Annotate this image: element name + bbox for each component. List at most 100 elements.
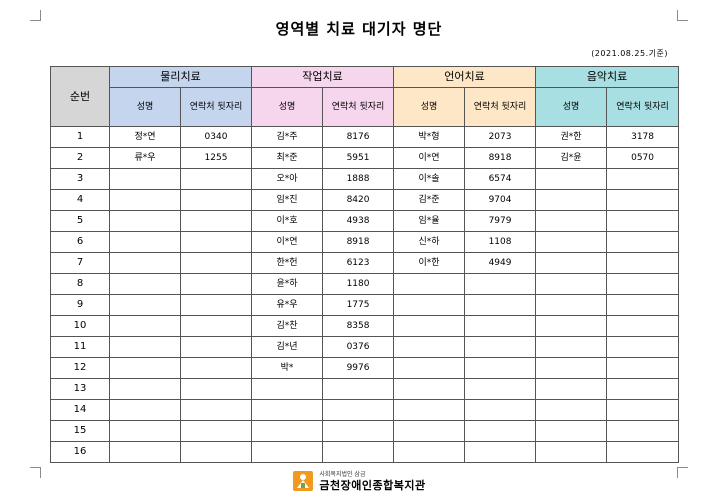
- cell-ot-name: 임*진: [251, 189, 324, 211]
- cell-ot-phone: 1180: [322, 273, 395, 295]
- cell-st-name: [393, 399, 466, 421]
- cell-no: 5: [50, 210, 110, 232]
- cell-ot-phone: [322, 441, 395, 463]
- cell-mt-phone: [606, 336, 680, 358]
- cell-pt-name: [109, 315, 181, 337]
- cell-st-phone: 7979: [464, 210, 537, 232]
- cell-pt-name: [109, 357, 181, 379]
- cell-pt-phone: [179, 315, 253, 337]
- cell-pt-phone: [179, 231, 253, 253]
- page-title: 영역별 치료 대기자 명단: [275, 20, 443, 38]
- welfare-center-logo-icon: [293, 471, 314, 491]
- footer: 사회복지법인 삼금 금천장애인종합복지관: [0, 468, 718, 494]
- cell-st-name: 이*한: [393, 252, 466, 274]
- cell-ot-phone: 6123: [322, 252, 395, 274]
- cell-st-phone: [464, 273, 537, 295]
- cell-no: 1: [50, 126, 110, 148]
- st-contact-header: 연락처 뒷자리: [464, 87, 537, 127]
- cell-mt-phone: 3178: [606, 126, 680, 148]
- cell-st-phone: [464, 336, 537, 358]
- cell-mt-name: [535, 420, 608, 442]
- cell-ot-phone: 8420: [322, 189, 395, 211]
- cell-no: 14: [50, 399, 110, 421]
- cell-st-name: 이*연: [393, 147, 466, 169]
- cell-st-name: [393, 336, 466, 358]
- cell-no: 4: [50, 189, 110, 211]
- cell-mt-name: [535, 441, 608, 463]
- cell-pt-name: 정*연: [109, 126, 181, 148]
- crop-mark-bottom-left: [30, 467, 41, 478]
- cell-ot-phone: 1888: [322, 168, 395, 190]
- cell-pt-phone: [179, 189, 253, 211]
- cell-st-phone: 6574: [464, 168, 537, 190]
- ot-name-header: 성명: [251, 87, 324, 127]
- table-row: 7 한*헌 6123 이*한 4949: [50, 252, 680, 274]
- cell-st-phone: 1108: [464, 231, 537, 253]
- cell-ot-phone: 1775: [322, 294, 395, 316]
- cell-no: 7: [50, 252, 110, 274]
- cell-pt-name: [109, 441, 181, 463]
- cell-pt-name: [109, 420, 181, 442]
- table-row: 14: [50, 399, 680, 421]
- cell-mt-phone: [606, 189, 680, 211]
- cell-pt-phone: [179, 210, 253, 232]
- table-row: 16: [50, 441, 680, 463]
- cell-mt-name: [535, 357, 608, 379]
- cell-ot-phone: 4938: [322, 210, 395, 232]
- cell-pt-name: [109, 231, 181, 253]
- cell-mt-name: [535, 252, 608, 274]
- crop-mark-bottom-right: [677, 467, 688, 478]
- category-physical-therapy: 물리치료: [108, 66, 253, 88]
- seq-header: 순번: [50, 66, 110, 127]
- cell-pt-phone: [179, 378, 253, 400]
- cell-no: 15: [50, 420, 110, 442]
- cell-mt-name: [535, 168, 608, 190]
- cell-ot-name: 김*주: [251, 126, 324, 148]
- pt-name-header: 성명: [109, 87, 181, 127]
- cell-ot-name: 한*헌: [251, 252, 324, 274]
- cell-ot-phone: 0376: [322, 336, 395, 358]
- cell-st-phone: 9704: [464, 189, 537, 211]
- cell-ot-phone: 8176: [322, 126, 395, 148]
- cell-st-phone: 4949: [464, 252, 537, 274]
- crop-mark-top-right: [677, 10, 688, 21]
- table-row: 2 류*우 1255 최*준 5951 이*연 8918 김*윤 0570: [50, 147, 680, 169]
- table-row: 5 이*호 4938 임*율 7979: [50, 210, 680, 232]
- cell-pt-phone: [179, 294, 253, 316]
- cell-ot-phone: 9976: [322, 357, 395, 379]
- cell-mt-phone: [606, 399, 680, 421]
- cell-st-phone: [464, 357, 537, 379]
- ot-contact-header: 연락처 뒷자리: [322, 87, 395, 127]
- cell-pt-name: [109, 336, 181, 358]
- cell-st-name: 이*솔: [393, 168, 466, 190]
- cell-pt-phone: [179, 273, 253, 295]
- cell-st-phone: 2073: [464, 126, 537, 148]
- category-music-therapy: 음악치료: [535, 66, 680, 88]
- cell-pt-phone: [179, 420, 253, 442]
- waitlist-table: 순번 물리치료 작업치료 언어치료 음악치료 성명 연락처 뒷자리 성명 연락처…: [50, 66, 680, 463]
- cell-mt-name: 권*한: [535, 126, 608, 148]
- cell-st-phone: [464, 441, 537, 463]
- cell-mt-name: [535, 336, 608, 358]
- cell-pt-phone: [179, 441, 253, 463]
- table-row: 10 김*찬 8358: [50, 315, 680, 337]
- cell-ot-name: 오*아: [251, 168, 324, 190]
- cell-no: 11: [50, 336, 110, 358]
- cell-ot-name: 윤*하: [251, 273, 324, 295]
- table-row: 13: [50, 378, 680, 400]
- st-name-header: 성명: [393, 87, 466, 127]
- table-row: 11 김*년 0376: [50, 336, 680, 358]
- org-name: 금천장애인종합복지관: [319, 478, 426, 492]
- cell-st-phone: [464, 315, 537, 337]
- cell-ot-phone: [322, 420, 395, 442]
- cell-no: 2: [50, 147, 110, 169]
- table-row: 3 오*아 1888 이*솔 6574: [50, 168, 680, 190]
- cell-pt-phone: 0340: [179, 126, 253, 148]
- cell-mt-name: [535, 378, 608, 400]
- cell-pt-name: [109, 399, 181, 421]
- cell-no: 10: [50, 315, 110, 337]
- pt-contact-header: 연락처 뒷자리: [179, 87, 253, 127]
- cell-mt-phone: [606, 168, 680, 190]
- cell-pt-name: [109, 294, 181, 316]
- cell-mt-phone: [606, 420, 680, 442]
